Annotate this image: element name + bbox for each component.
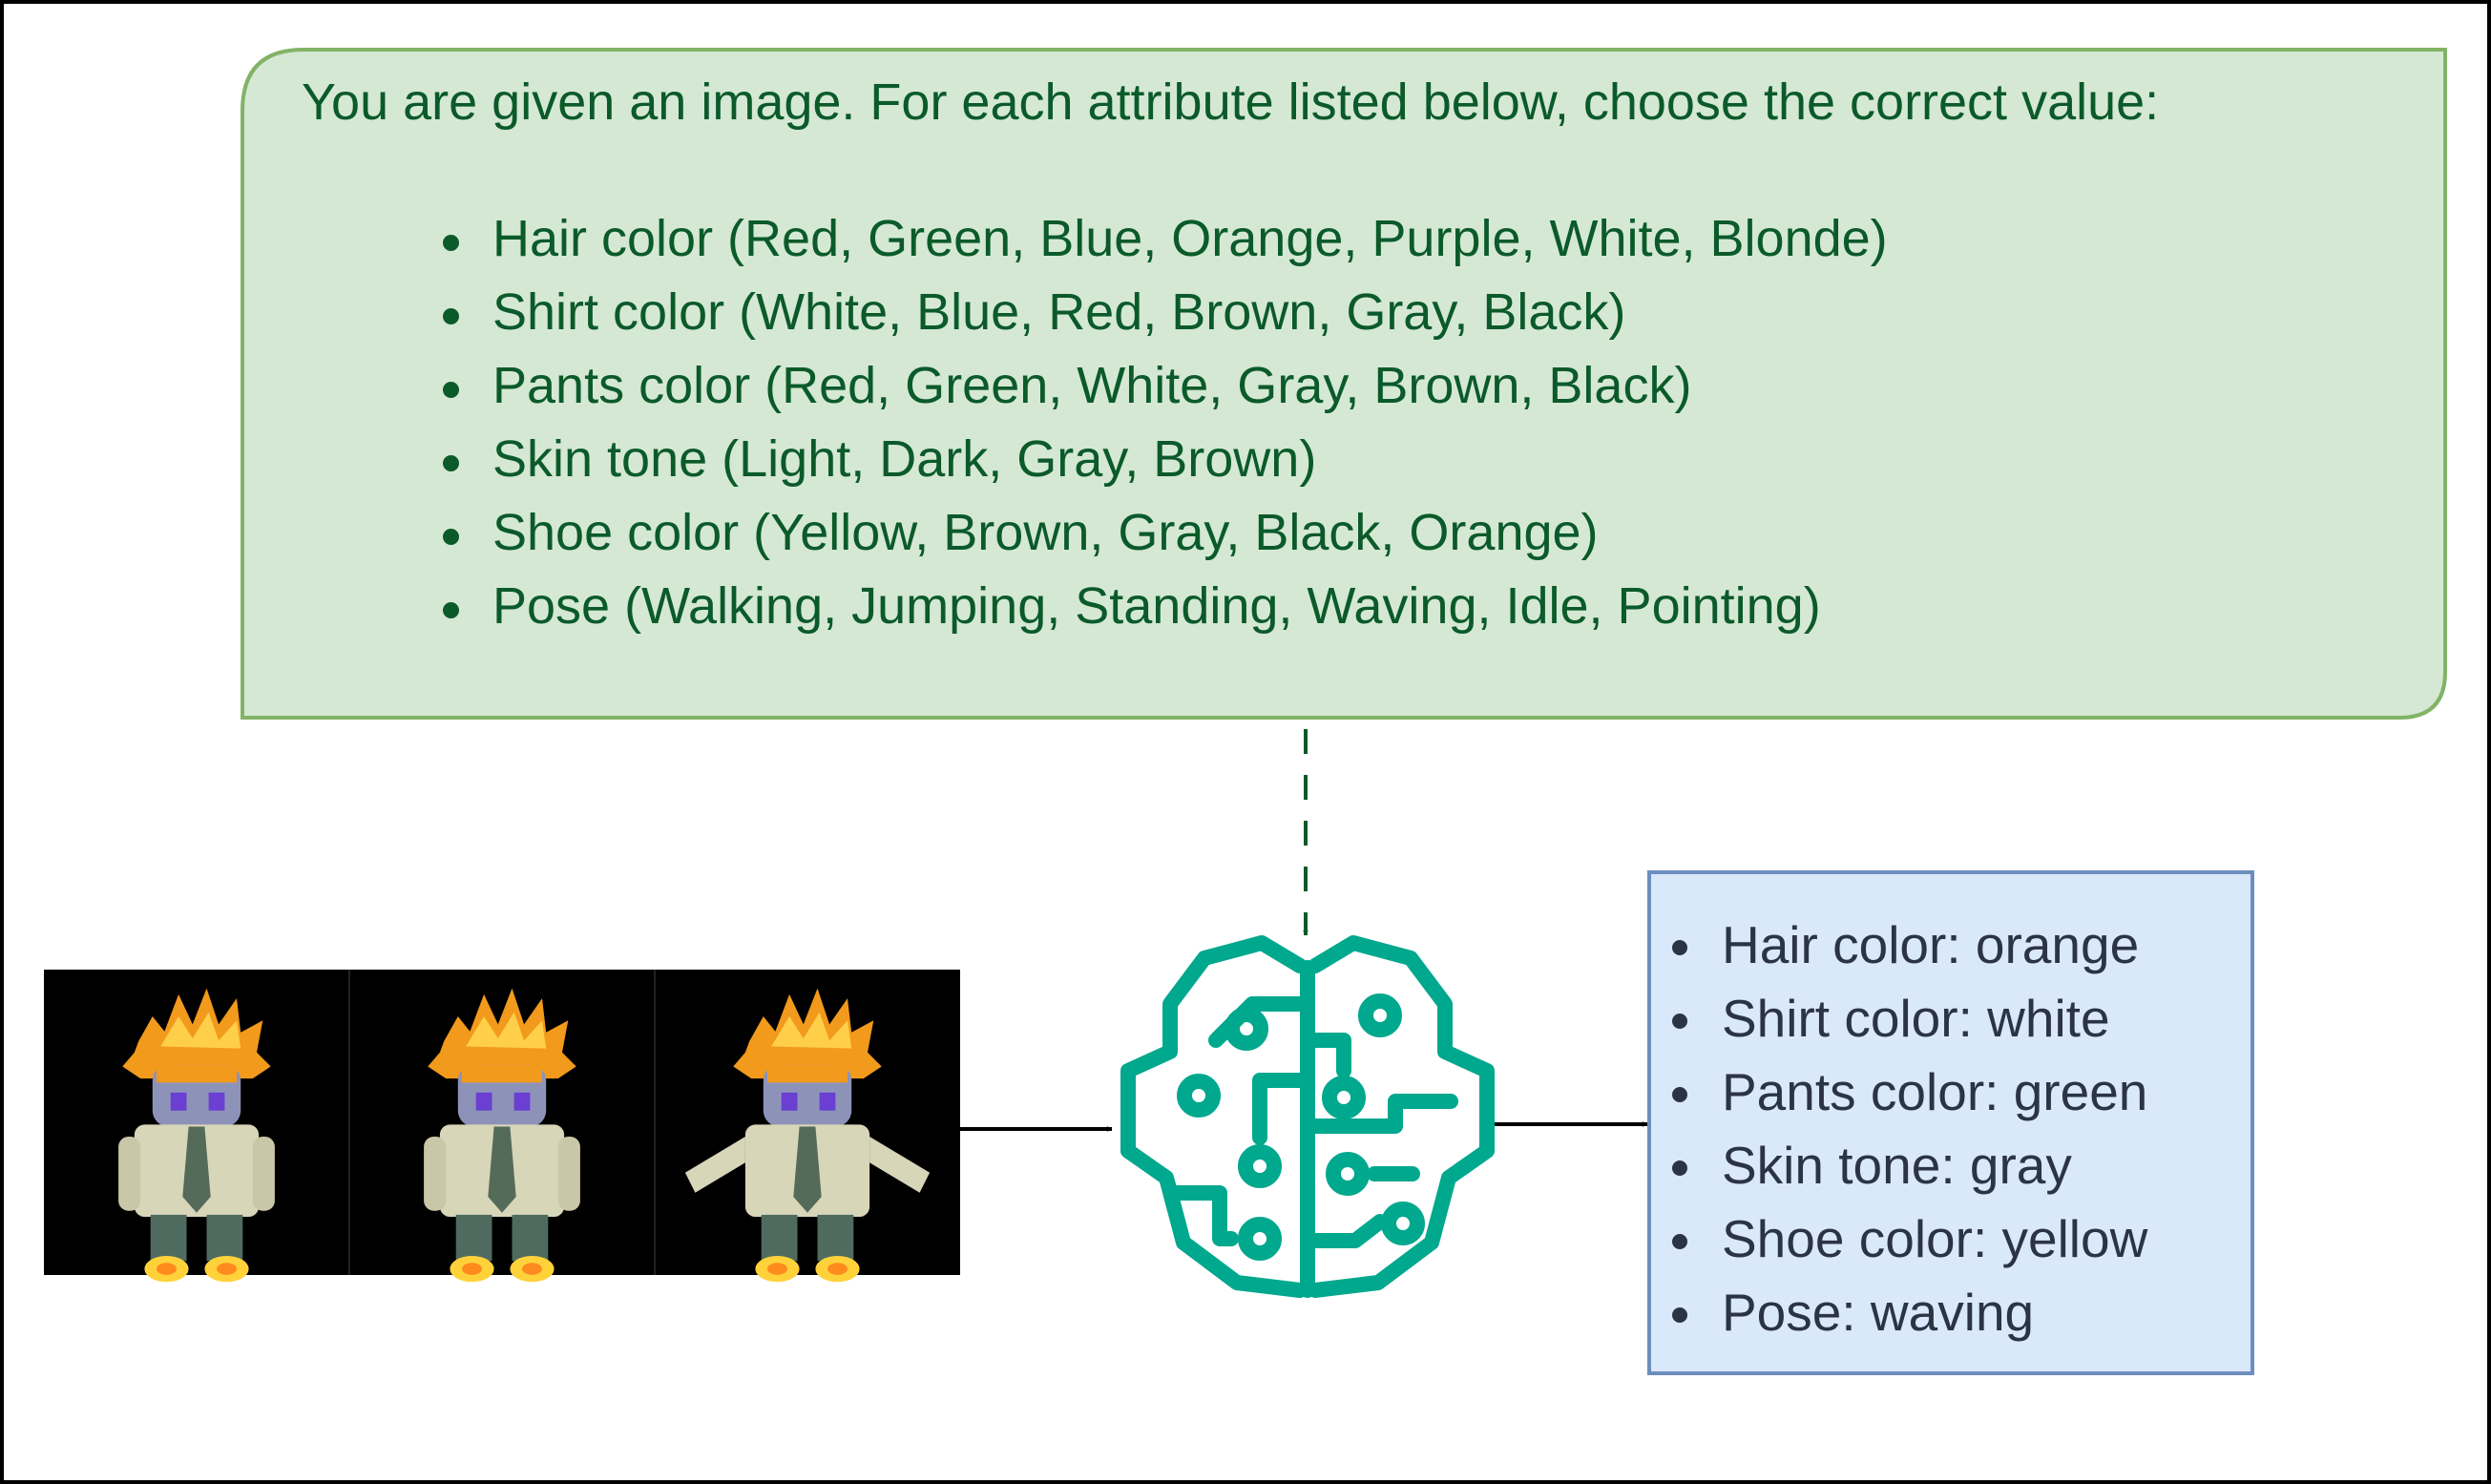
prediction-pants-color: Pants color: green [1668,1056,2147,1129]
prompt-title: You are given an image. For each attribu… [302,73,2160,131]
attribute-pants-color: Pants color (Red, Green, White, Gray, Br… [439,349,1888,423]
prediction-list: Hair color: orange Shirt color: white Pa… [1668,909,2147,1349]
prediction-shoe-color: Shoe color: yellow [1668,1202,2147,1276]
prediction-shirt-color: Shirt color: white [1668,982,2147,1056]
prediction-skin-tone: Skin tone: gray [1668,1129,2147,1202]
prompt-box [241,48,2447,720]
attribute-skin-tone: Skin tone (Light, Dark, Gray, Brown) [439,423,1888,496]
input-sprite-strip [44,970,960,1283]
output-box [1647,870,2254,1375]
prediction-pose: Pose: waving [1668,1276,2147,1349]
attribute-hair-color: Hair color (Red, Green, Blue, Orange, Pu… [439,202,1888,276]
attribute-shoe-color: Shoe color (Yellow, Brown, Gray, Black, … [439,496,1888,570]
brain-circuit-icon [1120,935,1495,1298]
attribute-shirt-color: Shirt color (White, Blue, Red, Brown, Gr… [439,276,1888,349]
attribute-pose: Pose (Walking, Jumping, Standing, Waving… [439,570,1888,643]
attribute-list: Hair color (Red, Green, Blue, Orange, Pu… [439,202,1888,643]
prediction-hair-color: Hair color: orange [1668,909,2147,982]
